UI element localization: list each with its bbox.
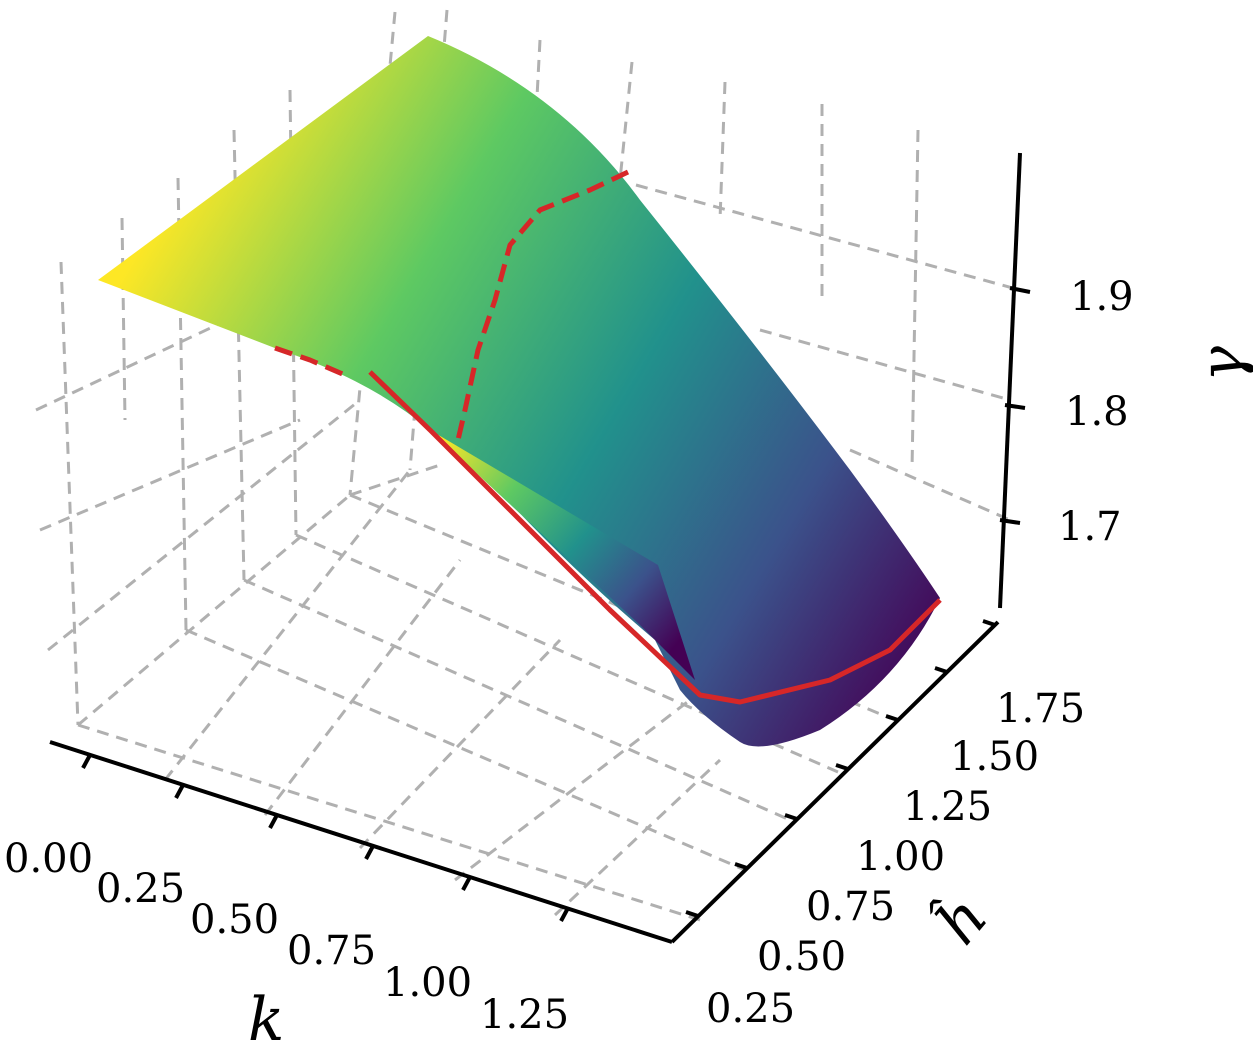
h-tick-mark <box>835 763 849 771</box>
h-tick-mark <box>734 862 748 870</box>
surface <box>98 36 940 747</box>
red-curves <box>274 169 942 705</box>
k-tick-label: 0.50 <box>190 897 279 943</box>
h-tick-label: 0.50 <box>757 934 846 980</box>
k-tick-mark <box>461 876 472 891</box>
axes <box>49 152 1031 944</box>
h-tick-label: 1.50 <box>950 734 1039 780</box>
red-dashed-curve <box>455 169 630 441</box>
h-tick-label: 1.75 <box>996 686 1085 732</box>
h-tick-label: 1.25 <box>903 784 992 830</box>
z-axis-line <box>998 152 1022 609</box>
h-axis-title: ĥ <box>922 882 1001 957</box>
k-tick-label: 0.75 <box>287 928 376 974</box>
h-tick-label: 0.75 <box>806 884 895 930</box>
k-tick-mark <box>174 784 185 799</box>
k-tick-mark <box>268 814 279 829</box>
z-tick-label: 1.8 <box>1065 389 1129 435</box>
h-tick-mark <box>685 910 699 918</box>
k-tick-mark <box>364 845 375 860</box>
z-tick-mark <box>1009 286 1031 294</box>
k-tick-mark <box>559 907 570 922</box>
z-tick-label: 1.9 <box>1070 274 1134 320</box>
red-solid-curve <box>368 370 942 705</box>
k-tick-label: 1.00 <box>383 960 472 1006</box>
k-axis-title: k <box>248 985 284 1046</box>
h-tick-mark <box>934 666 948 674</box>
z-tick-mark <box>1004 403 1026 410</box>
surface-main-patch <box>98 36 940 747</box>
z-tick-mark <box>999 518 1021 525</box>
gamma-axis-title: γ <box>1187 346 1253 382</box>
k-tick-label: 1.25 <box>480 992 569 1038</box>
h-tick-mark <box>784 813 798 821</box>
k-tick-label: 0.25 <box>96 866 185 912</box>
k-tick-mark <box>81 754 92 769</box>
h-tick-label: 1.00 <box>856 834 945 880</box>
axis-labels: 1.9 1.8 1.7 0.00 0.25 0.50 0.75 1.00 1.2… <box>4 274 1253 1051</box>
h-tick-label: 0.25 <box>706 986 795 1032</box>
z-tick-label: 1.7 <box>1058 504 1122 550</box>
h-tick-mark <box>885 714 899 722</box>
h-axis-line <box>670 620 1000 944</box>
k-axis-line <box>49 740 673 944</box>
k-tick-label: 0.00 <box>4 836 93 882</box>
h-tick-mark <box>982 619 996 627</box>
red-dashed-curve <box>274 345 346 378</box>
